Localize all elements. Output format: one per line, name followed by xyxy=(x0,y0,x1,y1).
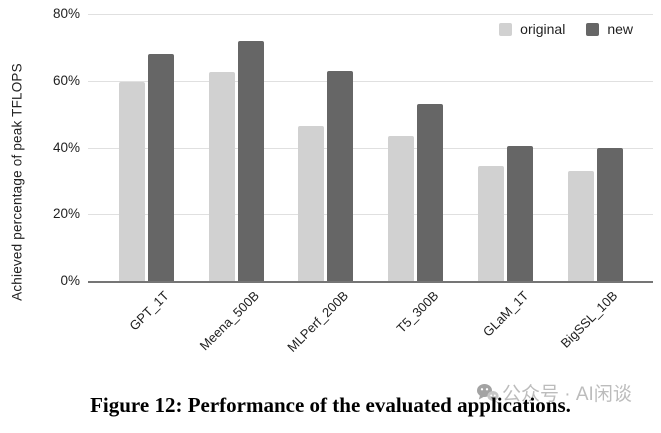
legend-label: original xyxy=(520,21,566,37)
plot-area xyxy=(88,14,653,283)
bar-original-T5_300B xyxy=(388,135,415,281)
figure-caption: Figure 12: Performance of the evaluated … xyxy=(90,393,571,417)
bar-original-GLaM_1T xyxy=(477,165,504,281)
watermark-text: 公众号 · AI闲谈 xyxy=(502,384,632,405)
legend-item-new: new xyxy=(586,21,633,37)
y-tick-label: 0% xyxy=(60,273,80,288)
bar-new-GPT_1T xyxy=(148,54,174,281)
y-tick-label: 40% xyxy=(52,139,80,155)
bar-new-BigSSL_10B xyxy=(596,147,623,281)
y-axis-title: Achieved percentage of peak TFLOPS xyxy=(9,63,25,301)
legend-swatch-new xyxy=(586,22,600,36)
x-tick-label: BigSSL_10B xyxy=(557,288,621,351)
x-tick-label: GPT_1T xyxy=(126,288,173,334)
chart-legend: original new xyxy=(499,21,633,37)
gridline xyxy=(88,214,653,216)
bar-original-Meena_500B xyxy=(208,72,235,281)
legend-item-original: original xyxy=(499,21,565,37)
gridline xyxy=(88,147,653,149)
bar-new-T5_300B xyxy=(417,104,444,281)
x-tick-label: GLaM_1T xyxy=(479,288,531,340)
x-tick-label: Meena_500B xyxy=(196,288,262,354)
gridline xyxy=(88,80,653,82)
legend-swatch-original xyxy=(499,22,513,36)
bar-original-BigSSL_10B xyxy=(567,170,594,281)
wechat-icon xyxy=(477,383,499,403)
y-tick-label: 20% xyxy=(52,206,80,222)
gridline xyxy=(88,14,653,15)
y-tick-label: 80% xyxy=(52,6,80,21)
watermark: 公众号 · AI闲谈 xyxy=(476,379,632,406)
bar-original-GPT_1T xyxy=(119,82,145,281)
x-tick-label: T5_300B xyxy=(393,288,442,336)
bar-new-MLPerf_200B xyxy=(327,70,354,281)
x-tick-label: MLPerf_200B xyxy=(284,288,352,355)
legend-label: new xyxy=(607,21,633,37)
bar-original-MLPerf_200B xyxy=(298,125,325,281)
y-tick-label: 60% xyxy=(52,72,80,88)
bar-new-Meena_500B xyxy=(237,40,264,281)
bar-new-GLaM_1T xyxy=(506,145,533,281)
